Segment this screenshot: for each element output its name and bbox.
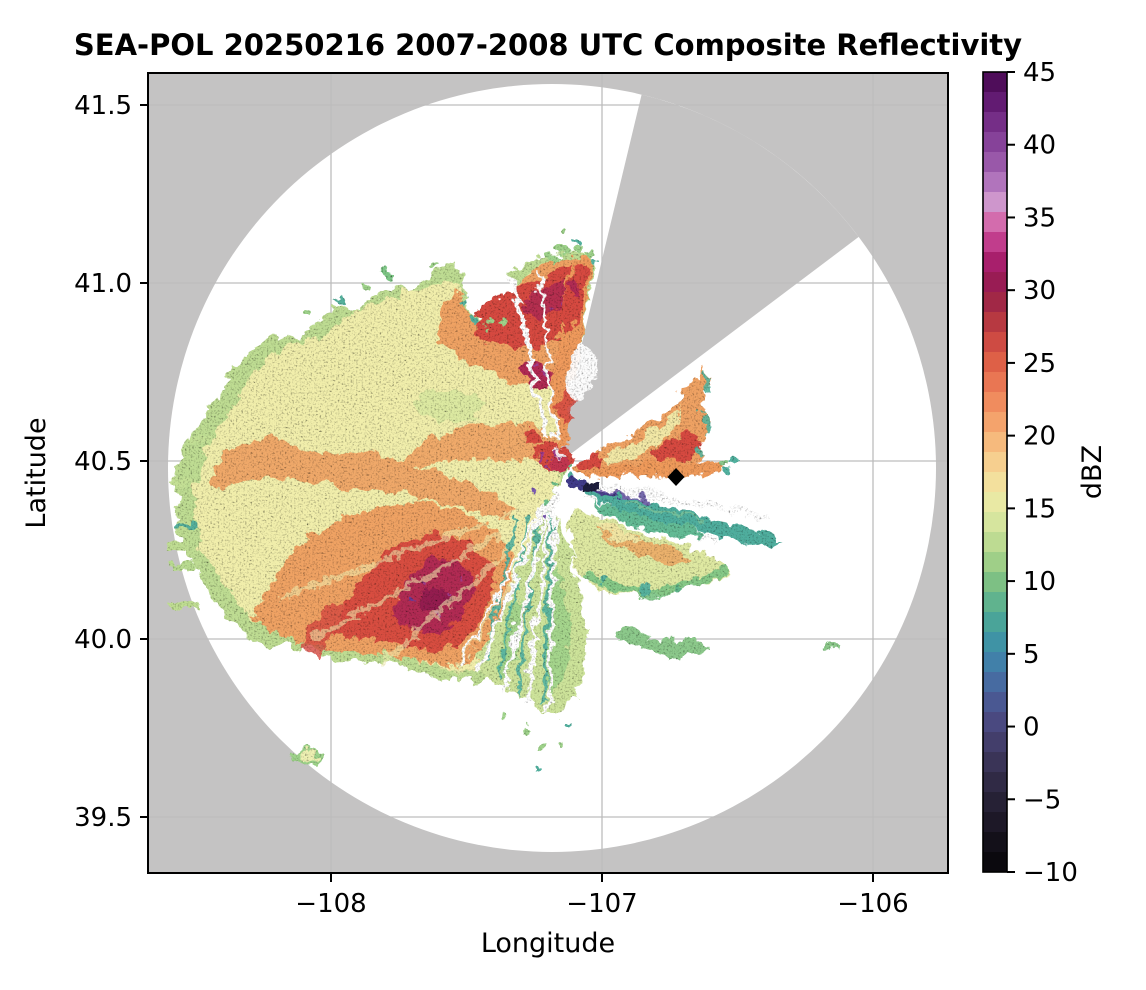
chart-title: SEA-POL 20250216 2007-2008 UTC Composite… xyxy=(74,28,1022,62)
x-axis-ticks: −108 −107 −106 xyxy=(295,873,909,919)
echo-green-lane xyxy=(410,386,482,420)
magenta-fleck xyxy=(546,304,550,308)
magenta-fleck xyxy=(443,589,449,595)
east-lobe-teal-fringe xyxy=(694,367,708,454)
plot-area xyxy=(148,73,948,873)
colorbar-tick-label: 5 xyxy=(1023,640,1040,670)
y-axis-ticks: 41.5 41.0 40.5 40.0 39.5 xyxy=(74,91,148,833)
east-lobe-red-near-center xyxy=(574,450,600,464)
near-radar-clutter xyxy=(529,438,598,515)
east-orange-band xyxy=(572,458,722,473)
magenta-fleck xyxy=(532,362,536,366)
magenta-fleck xyxy=(454,573,458,577)
colorbar-ticks: 45 40 35 30 25 20 15 10 5 0 −5 −10 xyxy=(1007,58,1078,888)
isolated-cell-sw-core xyxy=(295,746,315,758)
nne-strip-red xyxy=(556,262,586,330)
colorbar-tick-label: −5 xyxy=(1023,785,1061,815)
colorbar-tick-label: 45 xyxy=(1023,58,1056,88)
y-tick-label: 41.0 xyxy=(74,269,132,299)
se-streak xyxy=(612,627,707,654)
teal-blotch xyxy=(595,571,605,581)
echo-orange-band-right xyxy=(400,420,556,466)
band-fringe xyxy=(714,456,722,464)
echo-field xyxy=(162,226,835,767)
x-axis-label: Longitude xyxy=(481,928,615,959)
colorbar-tick-label: −10 xyxy=(1023,858,1078,888)
colorbar-tick-label: 40 xyxy=(1023,131,1056,161)
y-tick-label: 40.5 xyxy=(74,447,132,477)
nnw-slivers xyxy=(505,265,555,435)
y-tick-label: 41.5 xyxy=(74,91,132,121)
blocked-sector-wedge xyxy=(552,94,859,468)
colorbar-tick-label: 30 xyxy=(1023,276,1056,306)
colorbar-tick-label: 15 xyxy=(1023,494,1056,524)
y-tick-label: 39.5 xyxy=(74,803,132,833)
east-lobe-yellow xyxy=(598,402,680,460)
colorbar-tick-label: 25 xyxy=(1023,349,1056,379)
echo-crimson-ne xyxy=(520,274,572,316)
nne-strip-crimson xyxy=(565,280,577,292)
north-fringe-specks xyxy=(305,226,577,326)
colorbar-label: dBZ xyxy=(1077,445,1108,499)
colorbar xyxy=(982,71,1008,873)
x-tick-label: −107 xyxy=(566,889,637,919)
band-fringe xyxy=(721,463,727,469)
echo-orange-band-mid xyxy=(208,434,512,516)
west-edge-fingers xyxy=(162,432,212,605)
echo-darkest-core xyxy=(416,584,448,608)
ese-beam-2 xyxy=(590,498,700,536)
colorbar-tick-label: 35 xyxy=(1023,203,1056,233)
colorbar-tick-label: 20 xyxy=(1023,422,1056,452)
south-fan-green xyxy=(494,595,520,678)
east-lobe-red xyxy=(648,430,700,459)
colorbar-tick-label: 10 xyxy=(1023,567,1056,597)
y-axis-label: Latitude xyxy=(21,417,52,528)
teal-blotch xyxy=(634,580,646,592)
axes-frame xyxy=(147,72,949,874)
beam-highlight xyxy=(619,496,701,519)
southeast-speck xyxy=(821,642,835,650)
x-tick-label: −106 xyxy=(837,889,908,919)
strip-white-break xyxy=(563,340,593,396)
east-speck xyxy=(722,452,734,460)
teal-blotch xyxy=(672,580,680,588)
east-lobe-lower-yellow xyxy=(588,518,640,540)
purple-fleck xyxy=(408,596,412,600)
magenta-fleck xyxy=(417,577,423,583)
scattered-cells-south xyxy=(499,713,569,767)
echo-red-patch xyxy=(522,428,538,444)
east-lobe-green-fringe xyxy=(580,558,729,596)
strip-top-fringe xyxy=(544,240,595,261)
x-tick-label: −108 xyxy=(295,889,366,919)
poi-diamond-marker xyxy=(667,468,685,486)
colorbar-tick-label: 0 xyxy=(1023,713,1040,743)
y-tick-label: 40.0 xyxy=(74,625,132,655)
south-spoke-gaps xyxy=(456,491,554,709)
